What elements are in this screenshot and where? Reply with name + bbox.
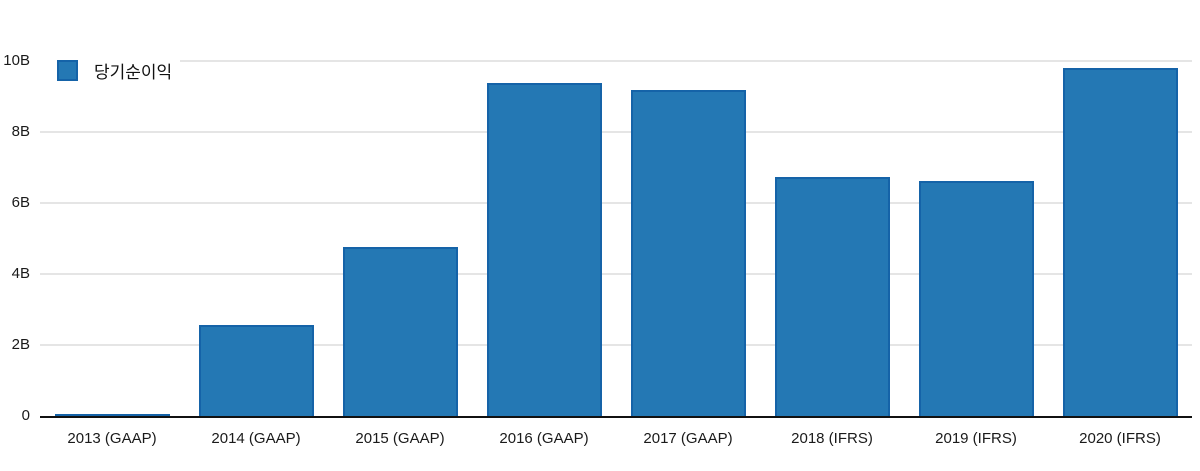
plot-area — [40, 60, 1192, 418]
gridline-8B — [40, 131, 1192, 133]
bar-2016[interactable] — [486, 83, 602, 416]
gridline-10B — [40, 60, 1192, 62]
bar-2013[interactable] — [54, 413, 170, 416]
legend-label: 당기순이익 — [94, 62, 173, 82]
x-tick-label-2018: 2018 (IFRS) — [791, 430, 873, 447]
bar-2015[interactable] — [342, 247, 458, 416]
bar-2020[interactable] — [1062, 68, 1178, 416]
y-tick-label-4B: 4B — [11, 265, 30, 282]
x-tick-label-2020: 2020 (IFRS) — [1079, 430, 1161, 447]
y-tick-label-8B: 8B — [11, 123, 30, 140]
y-tick-label-0: 0 — [21, 407, 30, 424]
y-tick-label-2B: 2B — [11, 336, 30, 353]
x-tick-label-2014: 2014 (GAAP) — [211, 430, 301, 447]
bar-2018[interactable] — [774, 176, 890, 416]
x-tick-label-2019: 2019 (IFRS) — [935, 430, 1017, 447]
y-tick-label-10B: 10B — [3, 52, 30, 69]
y-tick-label-6B: 6B — [11, 194, 30, 211]
gridline-2B — [40, 344, 1192, 346]
x-tick-label-2013: 2013 (GAAP) — [67, 430, 157, 447]
bar-2019[interactable] — [918, 181, 1034, 416]
bar-2017[interactable] — [630, 90, 746, 416]
chart-legend[interactable]: 당기순이익 — [40, 54, 181, 86]
gridline-6B — [40, 202, 1192, 204]
gridline-4B — [40, 273, 1192, 275]
bar-2014[interactable] — [198, 325, 314, 416]
x-tick-label-2015: 2015 (GAAP) — [355, 430, 445, 447]
x-tick-label-2017: 2017 (GAAP) — [643, 430, 733, 447]
x-tick-label-2016: 2016 (GAAP) — [499, 430, 589, 447]
legend-swatch-icon — [57, 59, 78, 81]
